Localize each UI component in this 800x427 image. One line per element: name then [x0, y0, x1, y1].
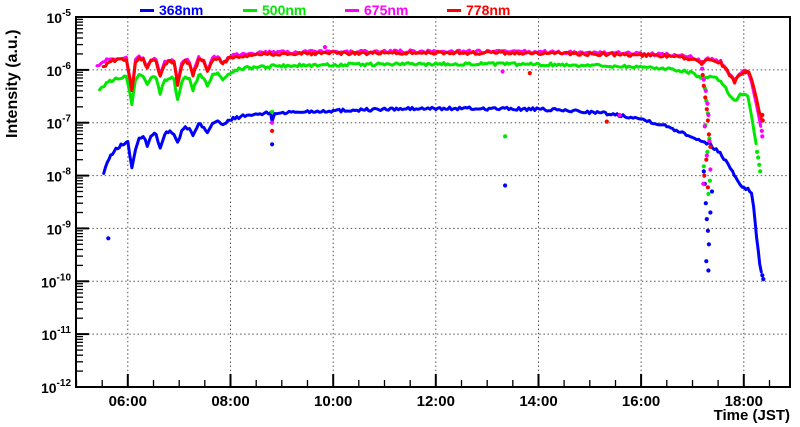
- svg-text:16:00: 16:00: [622, 393, 660, 410]
- legend-label-368nm: 368nm: [159, 2, 204, 18]
- legend-dash-500nm-icon: [243, 8, 257, 12]
- svg-text:08:00: 08:00: [211, 393, 249, 410]
- y-axis-title: Intensity (a.u.): [4, 29, 21, 138]
- legend-item-675nm: 675nm: [345, 2, 408, 18]
- svg-text:10-10: 10-10: [41, 272, 71, 290]
- svg-text:06:00: 06:00: [109, 393, 147, 410]
- svg-text:10:00: 10:00: [314, 393, 352, 410]
- svg-text:10-11: 10-11: [42, 325, 72, 343]
- svg-text:10-9: 10-9: [47, 219, 72, 237]
- svg-text:10-5: 10-5: [47, 8, 72, 26]
- legend-label-675nm: 675nm: [364, 2, 409, 18]
- svg-text:10-7: 10-7: [47, 114, 72, 132]
- legend-dash-778nm-icon: [447, 8, 461, 12]
- legend-item-368nm: 368nm: [140, 2, 203, 18]
- x-axis-title: Time (JST): [713, 407, 790, 424]
- legend-dash-675nm-icon: [345, 8, 359, 12]
- svg-text:10-12: 10-12: [41, 378, 71, 396]
- legend-item-778nm: 778nm: [447, 2, 510, 18]
- legend-label-500nm: 500nm: [262, 2, 307, 18]
- legend-dash-368nm-icon: [140, 8, 154, 12]
- svg-text:14:00: 14:00: [519, 393, 557, 410]
- svg-text:10-6: 10-6: [47, 61, 72, 79]
- svg-text:10-8: 10-8: [47, 167, 72, 185]
- legend-label-778nm: 778nm: [466, 2, 511, 18]
- svg-text:12:00: 12:00: [417, 393, 455, 410]
- legend-item-500nm: 500nm: [243, 2, 306, 18]
- legend: 368nm 500nm 675nm 778nm: [0, 0, 800, 18]
- svg-text:18:00: 18:00: [725, 393, 763, 410]
